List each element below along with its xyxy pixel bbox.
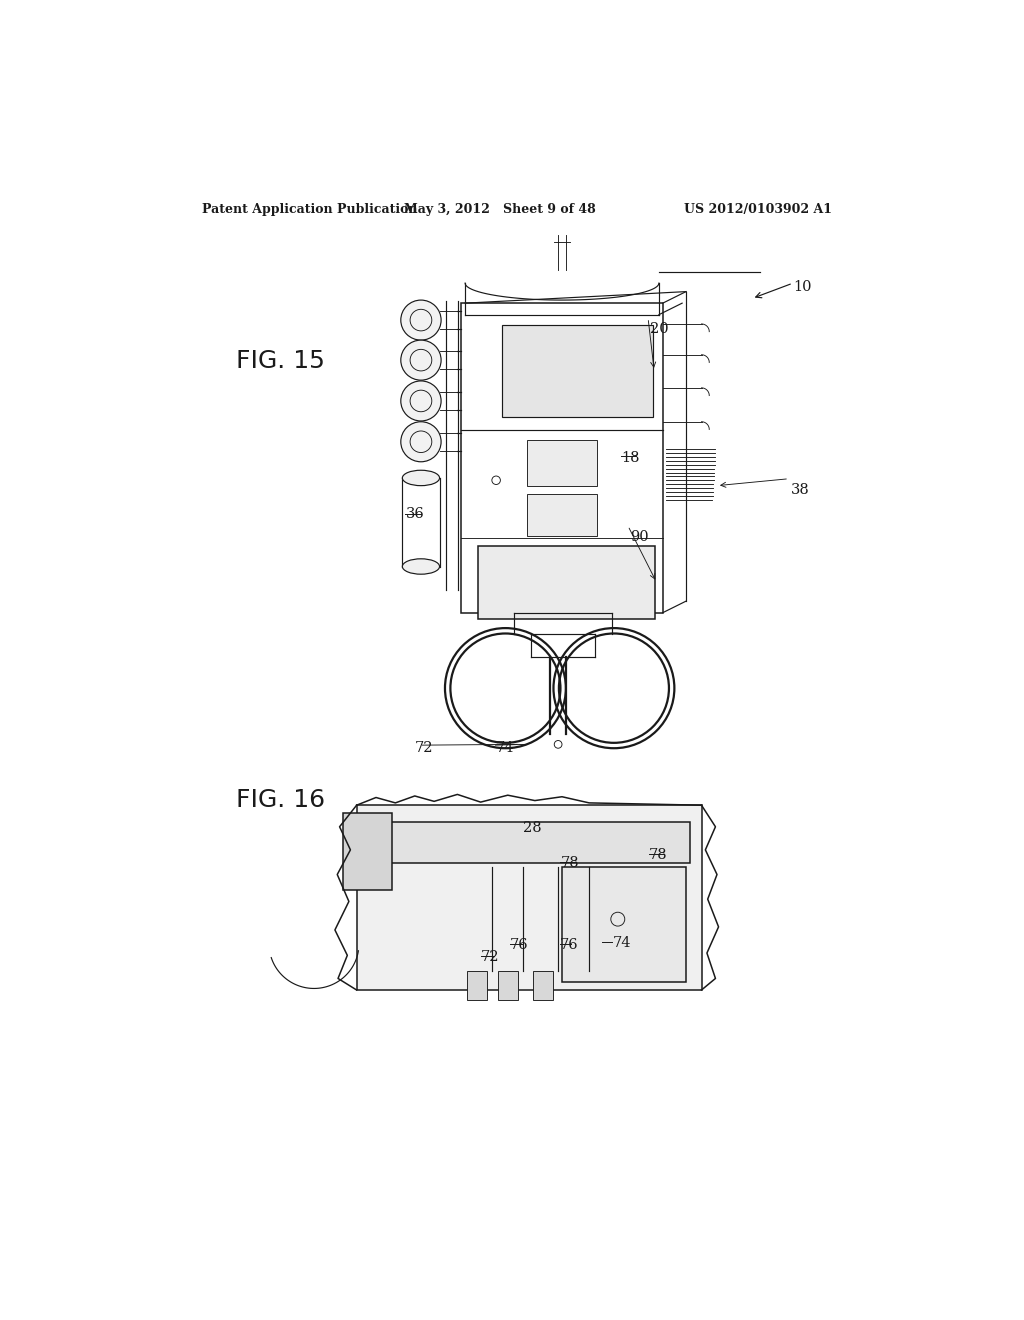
- Ellipse shape: [402, 470, 439, 486]
- Bar: [371, 822, 690, 863]
- Bar: [461, 304, 663, 612]
- Text: 78: 78: [649, 847, 668, 862]
- Bar: [562, 867, 686, 982]
- Bar: [498, 970, 518, 1001]
- Text: Patent Application Publication: Patent Application Publication: [202, 203, 417, 216]
- Bar: [532, 970, 553, 1001]
- Text: 78: 78: [560, 857, 580, 870]
- Text: 90: 90: [630, 529, 649, 544]
- Text: 72: 72: [480, 950, 499, 964]
- Text: May 3, 2012   Sheet 9 of 48: May 3, 2012 Sheet 9 of 48: [403, 203, 596, 216]
- Bar: [527, 494, 597, 536]
- Circle shape: [400, 300, 441, 341]
- Ellipse shape: [402, 558, 439, 574]
- Circle shape: [400, 381, 441, 421]
- Text: 28: 28: [523, 821, 542, 834]
- Text: 20: 20: [649, 322, 669, 335]
- Bar: [478, 545, 655, 619]
- Bar: [343, 813, 391, 890]
- Text: 76: 76: [560, 937, 579, 952]
- Bar: [527, 441, 597, 487]
- Text: 10: 10: [793, 280, 811, 294]
- Text: FIG. 15: FIG. 15: [237, 350, 326, 374]
- Text: 72: 72: [415, 741, 433, 755]
- Text: 18: 18: [621, 451, 639, 465]
- Circle shape: [400, 341, 441, 380]
- Bar: [502, 325, 652, 417]
- Text: US 2012/0103902 A1: US 2012/0103902 A1: [684, 203, 833, 216]
- Text: 38: 38: [791, 483, 809, 498]
- Text: FIG. 16: FIG. 16: [237, 788, 326, 812]
- Text: 74: 74: [496, 741, 514, 755]
- Text: 74: 74: [612, 936, 631, 950]
- Circle shape: [400, 422, 441, 462]
- Bar: [356, 805, 701, 990]
- Text: 36: 36: [406, 507, 424, 521]
- Text: 76: 76: [510, 937, 528, 952]
- Bar: [467, 970, 486, 1001]
